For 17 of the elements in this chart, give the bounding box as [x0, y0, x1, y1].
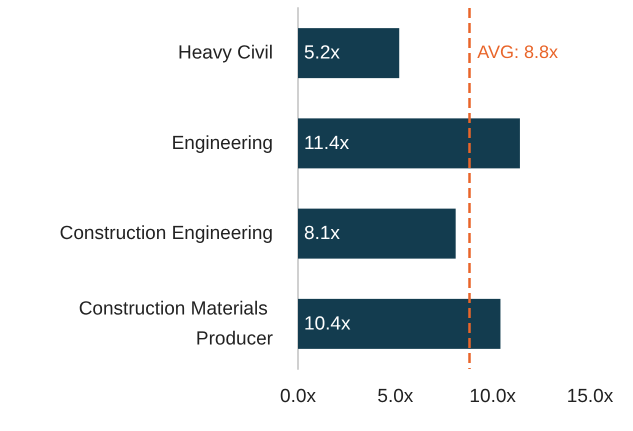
- bar: [298, 118, 520, 168]
- data-label: 5.2x: [304, 42, 340, 64]
- x-tick-label: 15.0x: [566, 386, 614, 407]
- bar: [298, 298, 500, 349]
- bar: [298, 208, 456, 259]
- x-tick-label: 10.0x: [469, 386, 516, 407]
- bar: [298, 28, 400, 78]
- ref-line-label: AVG: 8.8x: [477, 42, 558, 62]
- data-label: 10.4x: [304, 313, 351, 334]
- y-tick-label: Construction Materials Producer: [78, 298, 274, 350]
- x-tick-label: 5.0x: [377, 386, 414, 407]
- x-tick-label: 0.0x: [280, 386, 316, 407]
- y-tick-label: Heavy Civil: [178, 42, 273, 64]
- data-label: 11.4x: [304, 132, 350, 154]
- data-label: 8.1x: [304, 223, 340, 244]
- y-tick-label: Engineering: [172, 132, 273, 154]
- y-tick-label: Construction Engineering: [60, 223, 273, 244]
